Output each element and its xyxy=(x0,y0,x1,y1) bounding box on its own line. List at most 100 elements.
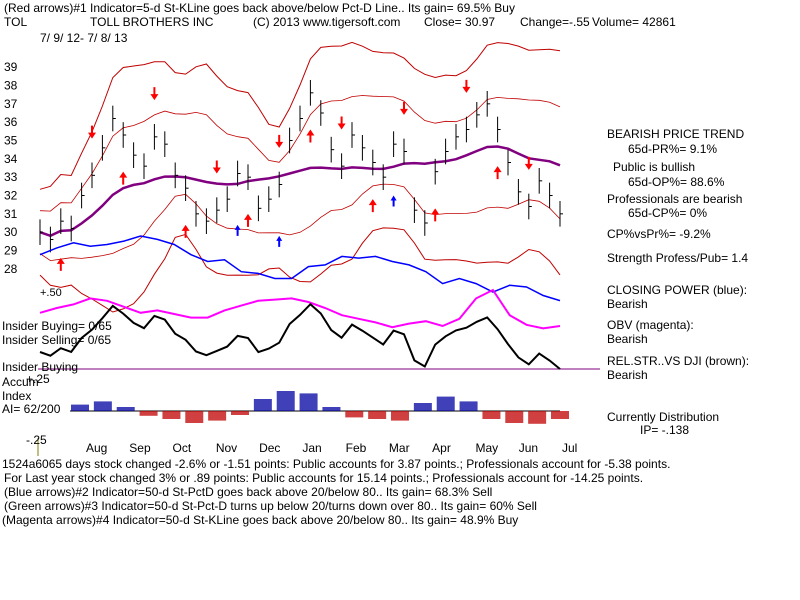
month-tick-label: Jan xyxy=(302,441,321,455)
y-tick-label: 29 xyxy=(4,244,18,258)
plus50-label: +.50 xyxy=(40,287,62,299)
obv-status: Bearish xyxy=(607,332,648,346)
blue-arrows-legend: (Blue arrows)#2 Indicator=50-d St-PctD g… xyxy=(4,485,493,499)
professionals-status: Professionals are bearish xyxy=(607,192,743,206)
month-tick-label: Feb xyxy=(346,441,367,455)
month-tick-label: Nov xyxy=(216,441,237,455)
accum-positive-bar xyxy=(71,404,89,411)
change-value: Change=-.55 xyxy=(520,15,590,29)
accum-positive-bar xyxy=(276,391,295,411)
obv-line xyxy=(39,288,561,330)
month-tick-label: Apr xyxy=(432,441,451,455)
y-tick-label: 33 xyxy=(4,170,18,184)
minus25-label: -.25 xyxy=(26,433,47,447)
relstr-status: Bearish xyxy=(607,368,648,382)
trend-title: BEARISH PRICE TREND xyxy=(607,127,745,141)
accum-positive-bar xyxy=(116,407,135,411)
accum-negative-bar xyxy=(162,411,181,419)
red-up-arrow xyxy=(431,208,440,222)
accum-positive-bar xyxy=(413,403,432,411)
moving-average-line xyxy=(39,145,561,238)
closing-power-title: CLOSING POWER (blue): xyxy=(607,283,748,297)
inner-upper-band-line xyxy=(39,95,561,212)
insider-buying-label-2: Insider Buying xyxy=(2,360,79,374)
y-tick-label: 28 xyxy=(4,262,18,276)
red-down-arrow xyxy=(462,79,471,93)
ticker-label: TOL xyxy=(4,15,28,29)
y-tick-label: 35 xyxy=(4,134,18,148)
accum-negative-bar xyxy=(231,411,249,415)
red-up-arrow xyxy=(119,171,128,185)
y-tick-label: 30 xyxy=(4,225,18,239)
red-up-arrow xyxy=(493,166,502,180)
relstr-title: REL.STR..VS DJI (brown): xyxy=(607,354,750,368)
month-tick-label: Aug xyxy=(86,441,107,455)
month-tick-label: Jun xyxy=(519,441,538,455)
cp-vs-pr-value: CP%vsPr%= -9.2% xyxy=(607,227,711,241)
accumulation-index-histogram xyxy=(71,391,569,424)
accum-label: Accum xyxy=(2,375,39,389)
accum-positive-bar xyxy=(459,401,478,411)
blue-up-arrow xyxy=(234,224,241,236)
magenta-arrows-legend: (Magenta arrows)#4 Indicator=50-d St-KLi… xyxy=(2,513,519,527)
footer-65day-summary: 1524a6065 days stock changed -2.6% or -1… xyxy=(2,457,671,471)
closing-power-line xyxy=(39,235,561,302)
strength-value: Strength Profess/Pub= 1.4 xyxy=(607,251,749,265)
insider-selling-label: Insider Selling= 0/65 xyxy=(2,333,112,347)
footer-year-summary: For Last year stock changed 3% or .89 po… xyxy=(4,471,644,485)
public-status: Public is bullish xyxy=(613,160,696,174)
accum-negative-bar xyxy=(368,411,387,419)
upper-band-line xyxy=(39,41,561,190)
month-tick-label: Oct xyxy=(173,441,192,455)
accum-negative-bar xyxy=(185,411,204,423)
accum-positive-bar xyxy=(253,399,272,411)
volume-value: Volume= 42861 xyxy=(592,15,676,29)
inner-lower-band-line xyxy=(39,183,561,262)
pr-value: 65d-PR%= 9.1% xyxy=(628,142,718,156)
accum-negative-bar xyxy=(391,411,409,421)
red-down-arrow xyxy=(212,160,221,174)
y-tick-label: 32 xyxy=(4,189,18,203)
ai-value: AI= 62/200 xyxy=(2,402,61,416)
closing-power-status: Bearish xyxy=(607,297,648,311)
y-tick-label: 38 xyxy=(4,79,18,93)
distribution-title: Currently Distribution xyxy=(607,410,720,424)
copyright-label: (C) 2013 www.tigersoft.com xyxy=(253,15,401,29)
y-tick-label: 31 xyxy=(4,207,18,221)
accum-negative-bar xyxy=(345,411,364,418)
axis-tick-labels: 39 38 37 36 35 34 33 32 31 30 29 28 Aug Sep Oct Nov Dec J… xyxy=(4,60,577,455)
month-tick-label: Sep xyxy=(129,441,151,455)
red-up-arrow xyxy=(306,129,315,143)
y-tick-label: 37 xyxy=(4,97,18,111)
cp-value: 65d-CP%= 0% xyxy=(628,206,708,220)
y-tick-label: 39 xyxy=(4,60,18,74)
signal-arrows xyxy=(56,79,533,271)
blue-up-arrow xyxy=(390,195,397,207)
ip-value: IP= -.138 xyxy=(640,423,690,437)
accum-positive-bar xyxy=(299,393,318,411)
red-down-arrow xyxy=(400,101,408,115)
date-range: 7/ 9/ 12- 7/ 8/ 13 xyxy=(40,31,128,45)
accum-negative-bar xyxy=(139,411,158,416)
insider-buying-label: Insider Buying= 0/65 xyxy=(2,319,112,333)
month-tick-label: Dec xyxy=(259,441,280,455)
red-down-arrow xyxy=(275,134,284,148)
bollinger-bands xyxy=(39,41,561,313)
y-tick-label: 34 xyxy=(4,152,18,166)
accum-positive-bar xyxy=(322,407,341,411)
red-up-arrow xyxy=(244,213,252,227)
month-tick-label: May xyxy=(475,441,498,455)
green-arrows-legend: (Green arrows)#3 Indicator=50-d St-Pct-D… xyxy=(4,499,537,513)
plus25-label: +.25 xyxy=(26,372,50,386)
red-down-arrow xyxy=(88,125,96,139)
close-value: Close= 30.97 xyxy=(424,15,496,29)
price-bars xyxy=(39,80,563,253)
red-down-arrow xyxy=(337,116,346,130)
red-up-arrow xyxy=(181,224,190,238)
op-value: 65d-OP%= 88.6% xyxy=(628,175,725,189)
red-up-arrow xyxy=(56,257,65,271)
accum-negative-bar xyxy=(208,411,227,421)
index-label: Index xyxy=(2,389,32,403)
month-tick-label: Mar xyxy=(389,441,410,455)
